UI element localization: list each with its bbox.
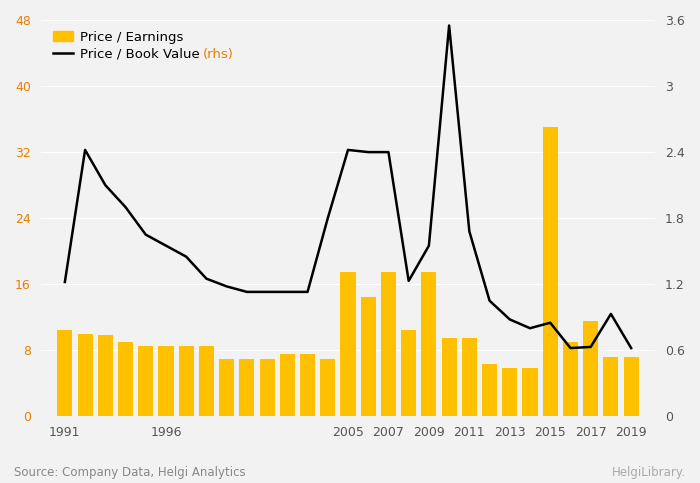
Bar <box>340 272 356 416</box>
Bar <box>522 369 538 416</box>
Bar <box>239 358 255 416</box>
Bar <box>563 342 578 416</box>
Bar <box>462 338 477 416</box>
Bar <box>482 364 497 416</box>
Bar <box>138 346 153 416</box>
Bar <box>421 272 437 416</box>
Bar <box>98 335 113 416</box>
Bar <box>624 357 638 416</box>
Bar <box>603 357 619 416</box>
Bar <box>360 297 376 416</box>
Legend: Price / Earnings, Price / Book Value: Price / Earnings, Price / Book Value <box>53 30 199 60</box>
Bar <box>219 358 234 416</box>
Bar <box>178 346 194 416</box>
Bar <box>502 369 517 416</box>
Text: HelgiLibrary.: HelgiLibrary. <box>612 466 686 479</box>
Text: (rhs): (rhs) <box>202 47 233 60</box>
Bar <box>442 338 456 416</box>
Bar <box>300 355 315 416</box>
Bar <box>199 346 214 416</box>
Bar <box>280 355 295 416</box>
Bar <box>260 358 274 416</box>
Bar <box>381 272 396 416</box>
Bar <box>583 321 598 416</box>
Bar <box>542 128 558 416</box>
Bar <box>78 334 92 416</box>
Bar <box>118 342 133 416</box>
Bar <box>57 329 72 416</box>
Bar <box>158 346 174 416</box>
Text: Source: Company Data, Helgi Analytics: Source: Company Data, Helgi Analytics <box>14 466 246 479</box>
Bar <box>320 358 335 416</box>
Bar <box>401 329 416 416</box>
